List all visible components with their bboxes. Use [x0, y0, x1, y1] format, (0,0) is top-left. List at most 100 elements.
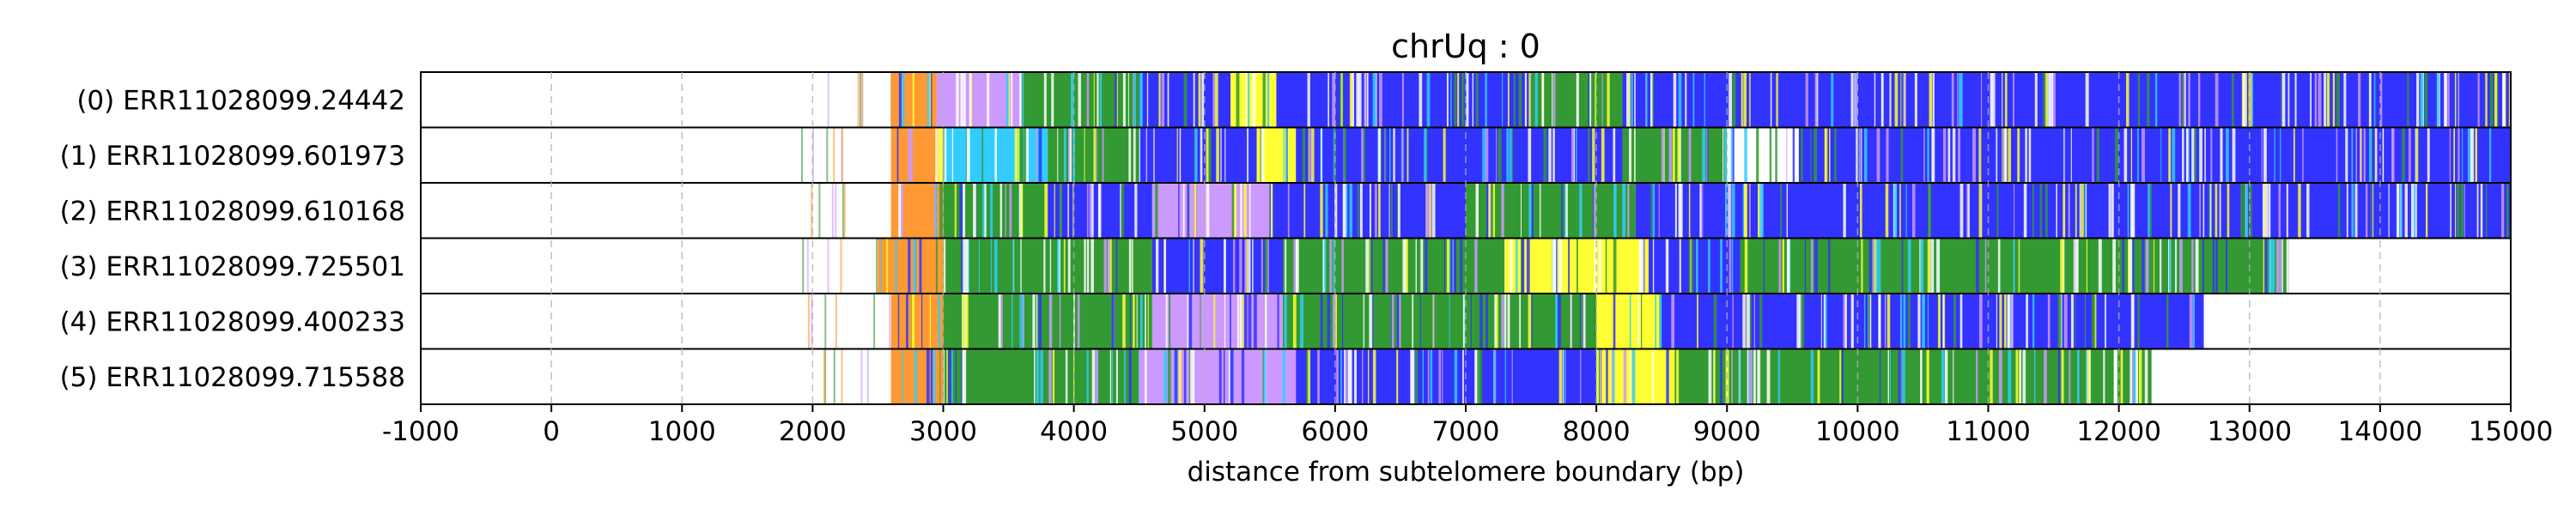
segment-blue [1622, 72, 2511, 128]
segment-stripe [1224, 127, 1226, 183]
segment-stripe [1019, 72, 1023, 128]
segment-stripe [1400, 127, 1404, 183]
segment-stripe [1206, 127, 1209, 183]
segment-stripe [1245, 238, 1249, 294]
segment-stripe [2032, 183, 2034, 239]
x-tick-label: 0 [543, 416, 560, 447]
segment-stripe [1093, 72, 1095, 128]
segment-stripe [1638, 238, 1642, 294]
segment-stripe [2178, 72, 2181, 128]
segment-stripe [2132, 348, 2136, 404]
segment-stripe [1332, 72, 1336, 128]
segment-stripe [1139, 127, 1140, 183]
segment-stripe [1145, 348, 1147, 404]
segment-stripe [1911, 183, 1916, 239]
segment-stripe [1589, 72, 1592, 128]
segment-stripe [1317, 348, 1320, 404]
segment-stripe [2250, 72, 2252, 128]
segment-blue [1269, 183, 1466, 239]
segment-stripe [1696, 238, 1698, 294]
segment-stripe [1285, 127, 1288, 183]
segment-stripe [1749, 294, 1752, 349]
segment-stripe [1506, 127, 1510, 183]
segment-stripe [1208, 127, 1212, 183]
segment-stripe [1820, 294, 1822, 349]
segment-stripe [1139, 294, 1143, 349]
segment-stripe [1167, 348, 1171, 404]
segment-stripe [1798, 294, 1802, 349]
segment-stripe [1594, 238, 1597, 294]
segment-stripe [2278, 183, 2281, 239]
segment-stripe [1601, 127, 1605, 183]
segment-stripe [1128, 127, 1132, 183]
segment-stripe [1111, 294, 1115, 349]
segment-stripe [1223, 348, 1225, 404]
segment-stripe [1412, 294, 1414, 349]
x-axis-label: distance from subtelomere boundary (bp) [1188, 457, 1745, 488]
segment-stripe [1593, 183, 1595, 239]
segment-stripe [2149, 183, 2152, 239]
segment-stripe [1766, 348, 1771, 404]
segment-stripe [1932, 72, 1935, 128]
segment-stripe [2506, 183, 2509, 239]
segment-stripe [1861, 238, 1863, 294]
segment-stripe [1253, 294, 1257, 349]
segment-stripe [2212, 238, 2215, 294]
read-mark [866, 348, 869, 404]
segment-stripe [2382, 127, 2385, 183]
segment-stripe [1454, 348, 1458, 404]
segment-stripe [1005, 183, 1006, 239]
segment-stripe [990, 183, 993, 239]
segment-stripe [1390, 183, 1393, 239]
segment-stripe [1450, 72, 1452, 128]
segment-stripe [1744, 127, 1747, 183]
segment-stripe [1699, 183, 1702, 239]
segment-stripe [2410, 183, 2415, 239]
segment-stripe [2126, 72, 2129, 128]
segment-stripe [1613, 183, 1616, 239]
segment-stripe [1086, 238, 1090, 294]
segment-stripe [1507, 72, 1510, 128]
segment-stripe [2458, 72, 2459, 128]
segment-stripe [2185, 127, 2188, 183]
segment-stripe [1264, 238, 1268, 294]
segment-stripe [1494, 294, 1497, 349]
segment-stripe [1579, 294, 1581, 349]
segment-stripe [1824, 127, 1828, 183]
segment-stripe [935, 127, 939, 183]
segment-stripe [1234, 183, 1237, 239]
segment-stripe [1200, 127, 1203, 183]
segment-stripe [1396, 348, 1399, 404]
segment-stripe [1320, 183, 1323, 239]
segment-stripe [1907, 238, 1911, 294]
segment-stripe [1460, 238, 1463, 294]
segment-stripe [1731, 348, 1733, 404]
segment-stripe [2092, 294, 2095, 349]
segment-stripe [2245, 72, 2247, 128]
segment-stripe [2079, 183, 2081, 239]
segment-stripe [1927, 127, 1929, 183]
segment-stripe [1996, 294, 1998, 349]
segment-stripe [1303, 183, 1306, 239]
row-label: (1) ERR11028099.601973 [60, 141, 405, 172]
segment-stripe [935, 238, 938, 294]
segment-stripe [2274, 127, 2275, 183]
segment-stripe [2028, 127, 2032, 183]
segment-stripe [2050, 72, 2054, 128]
segment-stripe [965, 294, 969, 349]
segment-stripe [1019, 294, 1022, 349]
segment-stripe [1089, 183, 1092, 239]
read-mark [835, 294, 837, 349]
segment-stripe [1631, 348, 1636, 404]
segment-stripe [963, 348, 967, 404]
segment-stripe [1127, 72, 1129, 128]
segment-stripe [1072, 127, 1076, 183]
segment-stripe [1084, 238, 1086, 294]
segment-stripe [1021, 183, 1024, 239]
segment-stripe [2358, 72, 2361, 128]
segment-stripe [1206, 183, 1210, 239]
segment-stripe [2147, 72, 2150, 128]
segment-stripe [1967, 183, 1970, 239]
segment-stripe [2043, 72, 2046, 128]
segment-stripe [1561, 183, 1564, 239]
